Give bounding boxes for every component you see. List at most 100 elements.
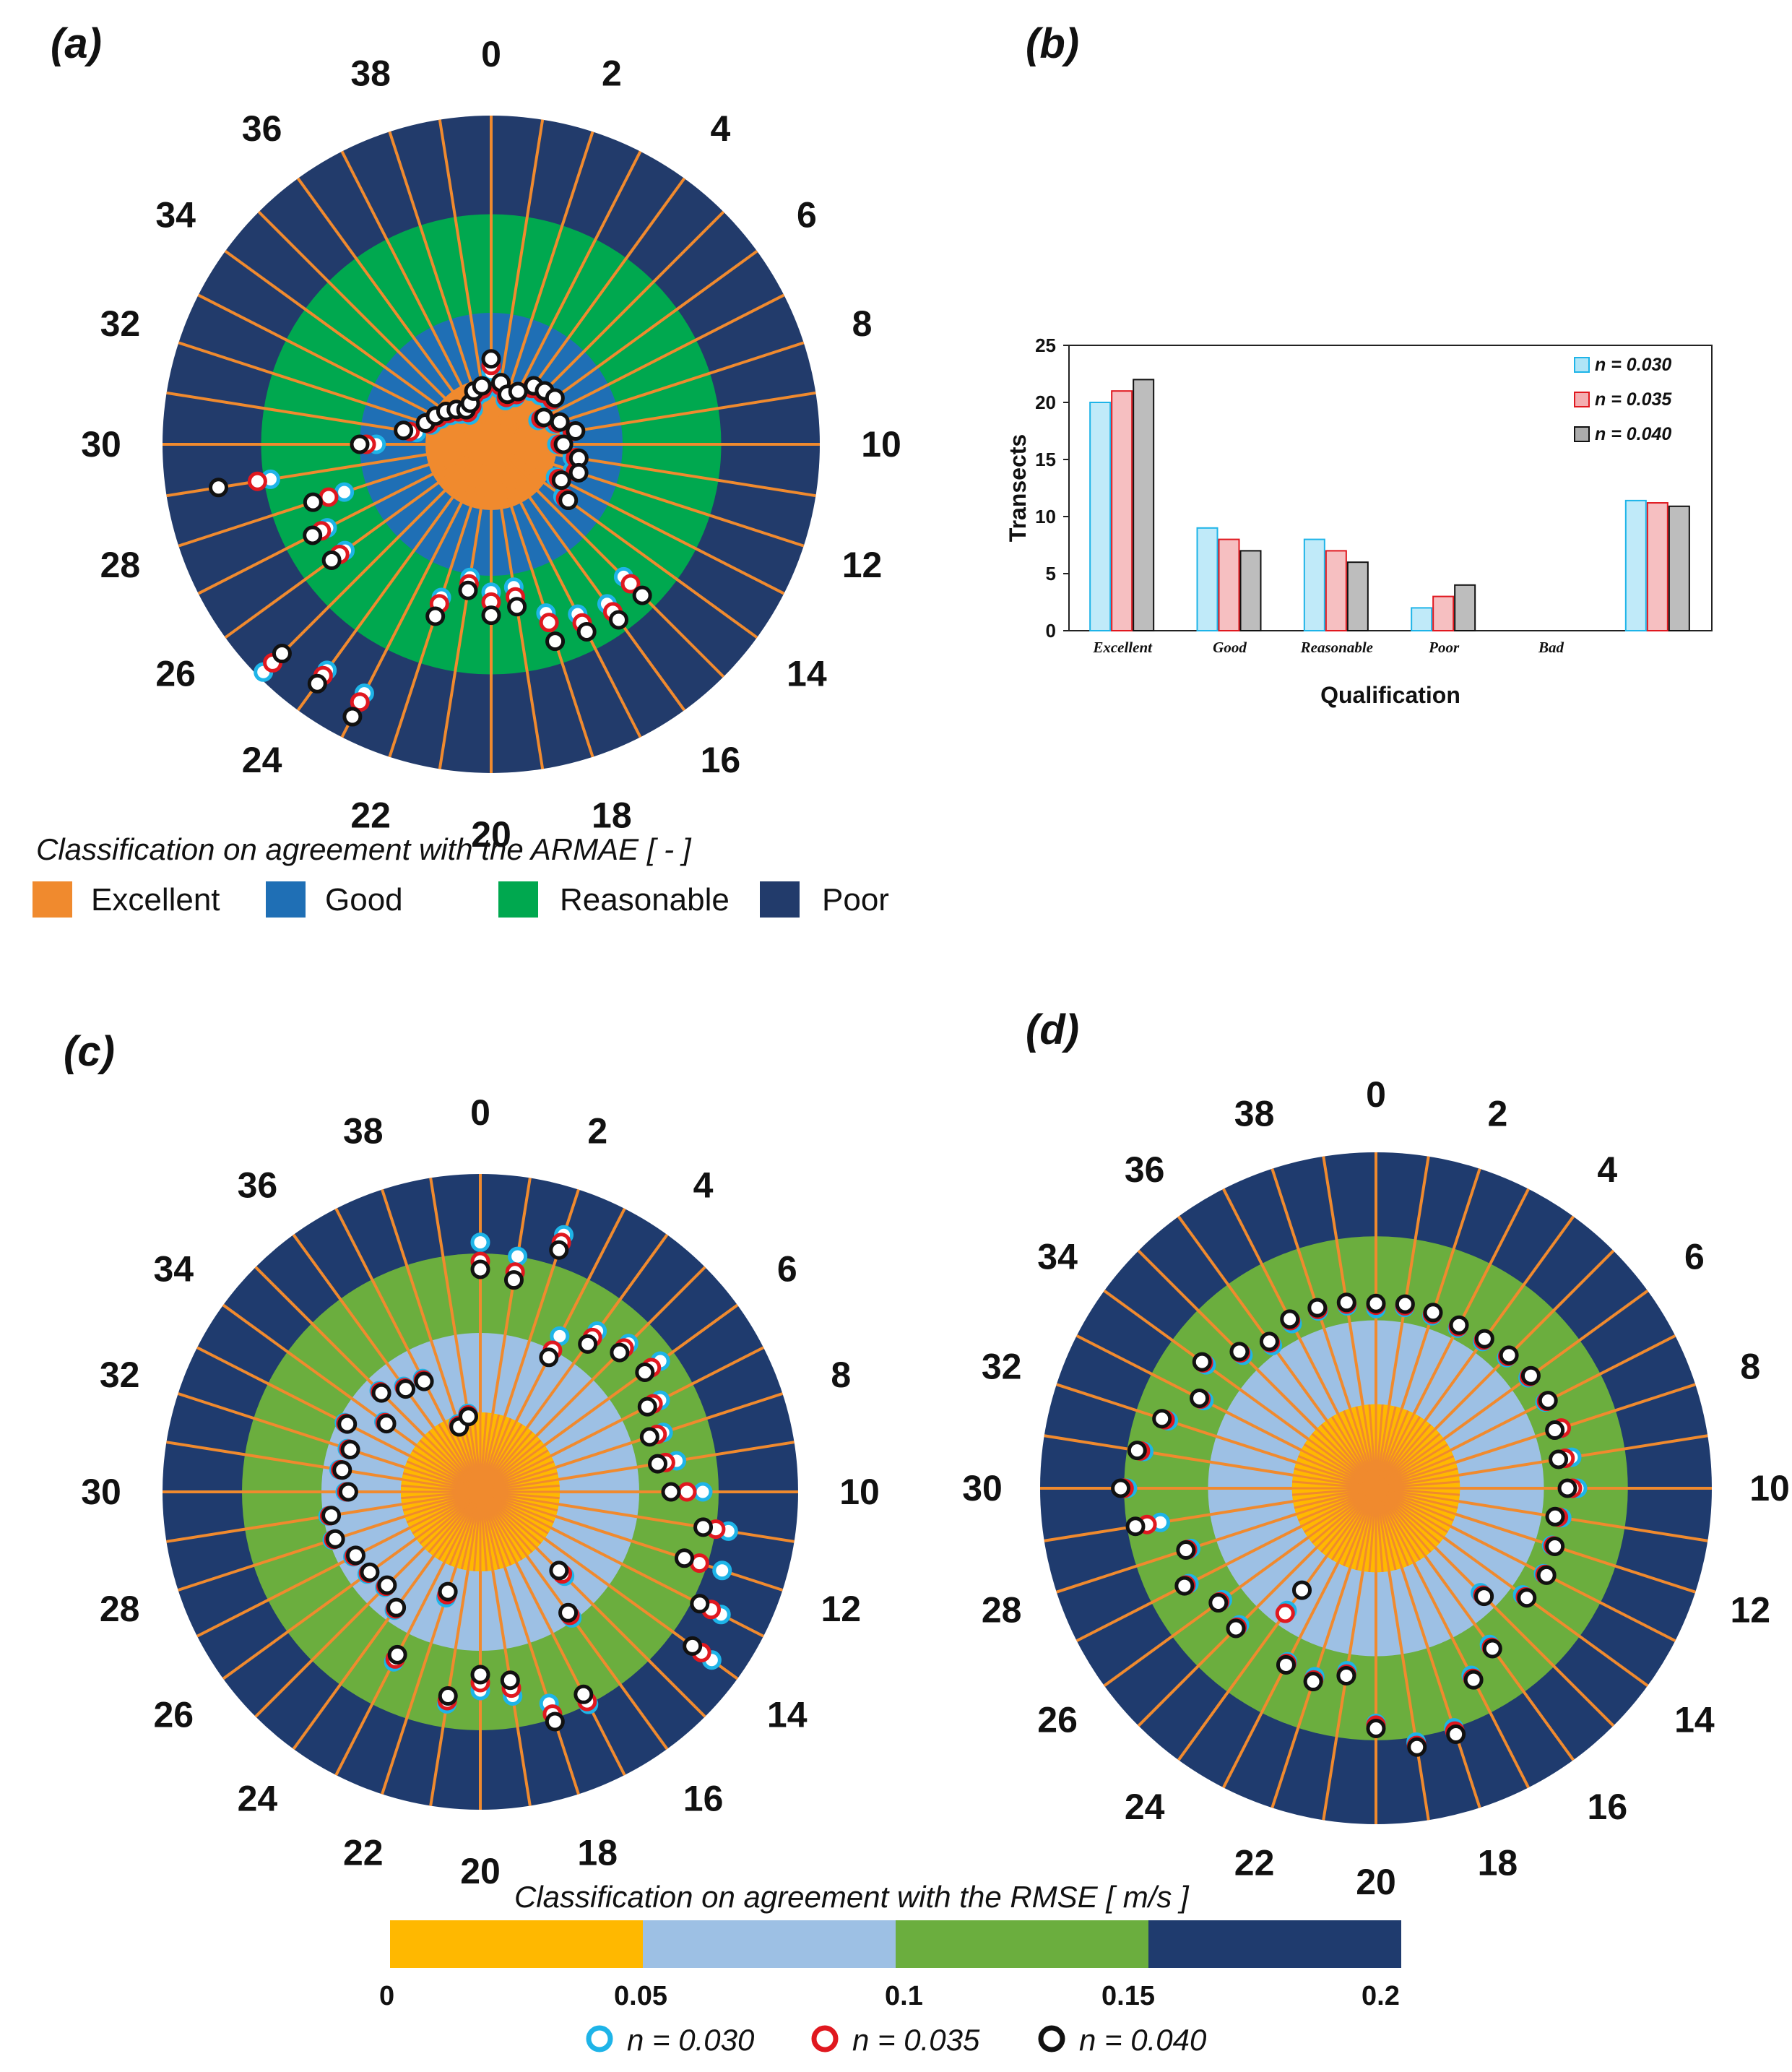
ring-label-4: 4 [710,108,730,149]
point-0035 [319,487,339,507]
bar-Good-0035 [1218,538,1240,631]
inner-spoke [1375,1487,1441,1544]
point-0040 [350,434,370,454]
bar-Poor-0035 [1432,595,1455,631]
center-dot [469,423,513,466]
inner-spoke [1375,1420,1427,1489]
point-0040 [1545,1536,1565,1556]
point-0040 [553,434,573,454]
inner-spoke [1375,1488,1416,1564]
ring-label-4: 4 [1597,1149,1617,1190]
spoke [490,443,805,548]
point-0040 [551,470,571,491]
spoke [490,443,816,498]
point-0035 [620,574,641,594]
colorbar-band-3 [1148,1920,1401,1968]
spoke [490,210,725,446]
point-0040 [342,707,363,727]
inner-spoke [1368,1488,1377,1573]
bar-Excellent-0030 [1089,402,1112,631]
point-0040 [1259,1331,1279,1352]
inner-spoke [1375,1487,1460,1503]
ring-label-38: 38 [343,1111,384,1152]
spoke [257,443,493,678]
point-0040 [1549,1449,1569,1469]
point-0040 [470,1665,490,1685]
inner-spoke [1355,1406,1377,1489]
ring-label-6: 6 [1684,1237,1705,1277]
ring-label-22: 22 [343,1832,384,1873]
point-0040 [637,1397,657,1417]
point-0040 [425,606,446,626]
point-0040 [609,610,629,630]
series-legend-marker-n040 [1038,2025,1065,2052]
point-0040 [371,1383,391,1403]
inner-spoke [1375,1423,1432,1489]
point-0040 [1280,1309,1300,1329]
point-0040 [438,1581,458,1602]
legend-label-good: Good [325,882,403,918]
bar-extra-0040 [1668,505,1690,632]
inner-spoke [1330,1416,1377,1489]
ring-label-30: 30 [81,424,121,465]
point-0040 [648,1454,668,1474]
ring-label-12: 12 [821,1589,861,1629]
point-0040 [376,1414,397,1434]
inner-spoke [1375,1410,1409,1489]
bar-Excellent-0040 [1133,379,1155,632]
point-0040 [1152,1409,1172,1429]
point-0040 [693,1517,714,1537]
y-axis-title: Transects [1005,434,1031,542]
inner-spoke [1375,1443,1448,1490]
point-0040 [500,1670,520,1691]
inner-spoke [1294,1467,1377,1490]
spoke [197,443,492,595]
bar-Reasonable-0040 [1346,561,1369,632]
inner-spoke [1295,1487,1377,1516]
x-tick-label: Poor [1428,639,1460,656]
legend-swatch-b [1574,357,1590,373]
inner-spoke [1375,1488,1390,1572]
inner-spoke [1375,1488,1403,1569]
inner-spoke [1349,1488,1377,1569]
point-0040 [1127,1441,1147,1461]
point-0030 [470,1233,490,1253]
inner-spoke [1325,1420,1377,1489]
inner-spoke [1375,1487,1445,1539]
ring-label-14: 14 [1674,1699,1715,1740]
point-0040 [470,1259,490,1279]
point-0040 [674,1548,694,1568]
y-tick-label: 5 [1046,563,1056,584]
point-0040 [639,1427,659,1447]
ring-label-38: 38 [350,53,391,93]
point-0040 [346,1545,366,1566]
ring-label-22: 22 [1234,1842,1275,1883]
ring-label-18: 18 [592,795,632,836]
inner-spoke [1295,1461,1377,1490]
point-0040 [1499,1345,1519,1365]
x-tick-label: Reasonable [1300,639,1373,656]
legend-label-reasonable: Reasonable [560,882,730,918]
y-tick-label: 10 [1035,506,1056,527]
point-0040 [1176,1540,1196,1560]
ring-label-32: 32 [100,1355,140,1395]
inner-spoke [1375,1474,1460,1490]
point-0040 [472,376,492,396]
spoke [490,444,642,738]
point-0040 [1174,1576,1195,1596]
bar-chart-b: 0 5 10 15 20 25 Transects Qualification Excellen… [1005,334,1713,708]
point-0040 [1229,1342,1250,1362]
colorbar-tick-0: 0 [379,1981,394,2011]
inner-spoke [1343,1410,1377,1489]
inner-spoke [1292,1487,1377,1503]
ring-label-2: 2 [1488,1094,1508,1134]
inner-spoke [1375,1488,1409,1566]
point-0040 [340,1440,360,1460]
series-legend-label-n040: n = 0.040 [1079,2023,1207,2057]
point-0040 [1125,1516,1146,1537]
inner-spoke [1375,1488,1384,1573]
legend-swatch-b [1574,392,1590,407]
legend-label-excellent: Excellent [91,882,220,918]
x-tick-label: Bad [1538,639,1564,656]
inner-spoke [1315,1428,1377,1490]
